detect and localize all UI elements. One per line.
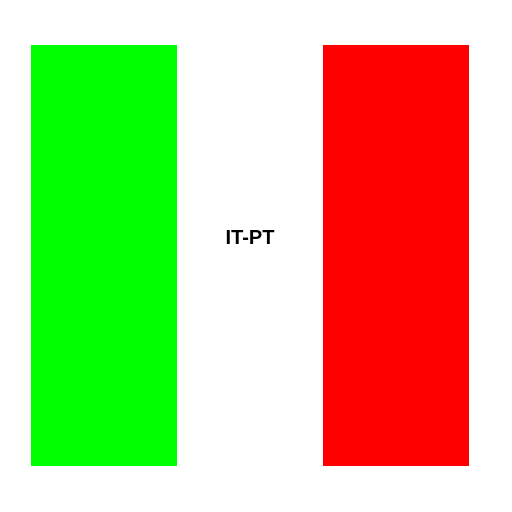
- green-stripe: [31, 45, 177, 466]
- center-label: IT-PT: [225, 227, 275, 249]
- red-stripe: [323, 45, 469, 466]
